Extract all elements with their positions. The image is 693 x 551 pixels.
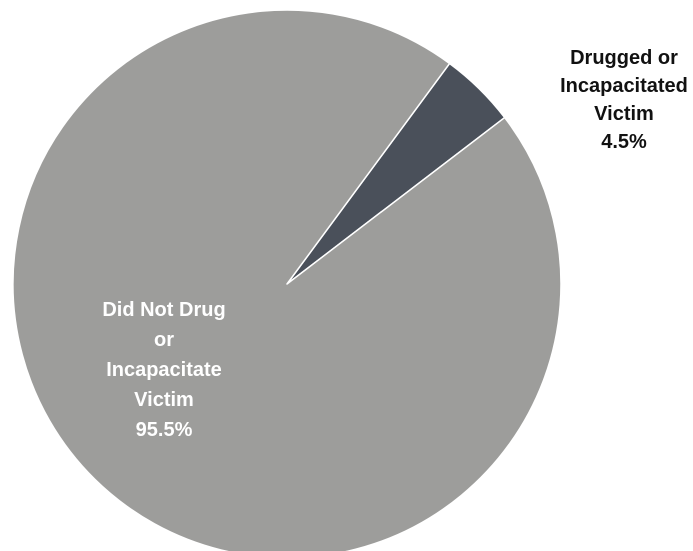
pie-slice-label-2: Did Not Drug or Incapacitate Victim 95.5% — [102, 299, 225, 441]
slice-label-line: Victim — [594, 103, 654, 125]
slice-label-line: Incapacitated — [560, 75, 688, 97]
slice-label-line: Victim — [134, 389, 194, 411]
slice-label-line: Did Not Drug — [102, 299, 225, 321]
slice-value-text: 95.5% — [136, 419, 193, 441]
slice-label-line: or — [154, 329, 174, 351]
pie-slice-label-1: Drugged or Incapacitated Victim 4.5% — [560, 47, 688, 153]
pie-slices — [12, 9, 562, 551]
pie-labels: Drugged or Incapacitated Victim 4.5% Did Not… — [102, 47, 688, 441]
pie-slice-2 — [12, 9, 562, 551]
slice-label-line: Incapacitate — [106, 359, 222, 381]
slice-value-text: 4.5% — [601, 131, 647, 153]
slice-label-line: Drugged or — [570, 47, 678, 69]
